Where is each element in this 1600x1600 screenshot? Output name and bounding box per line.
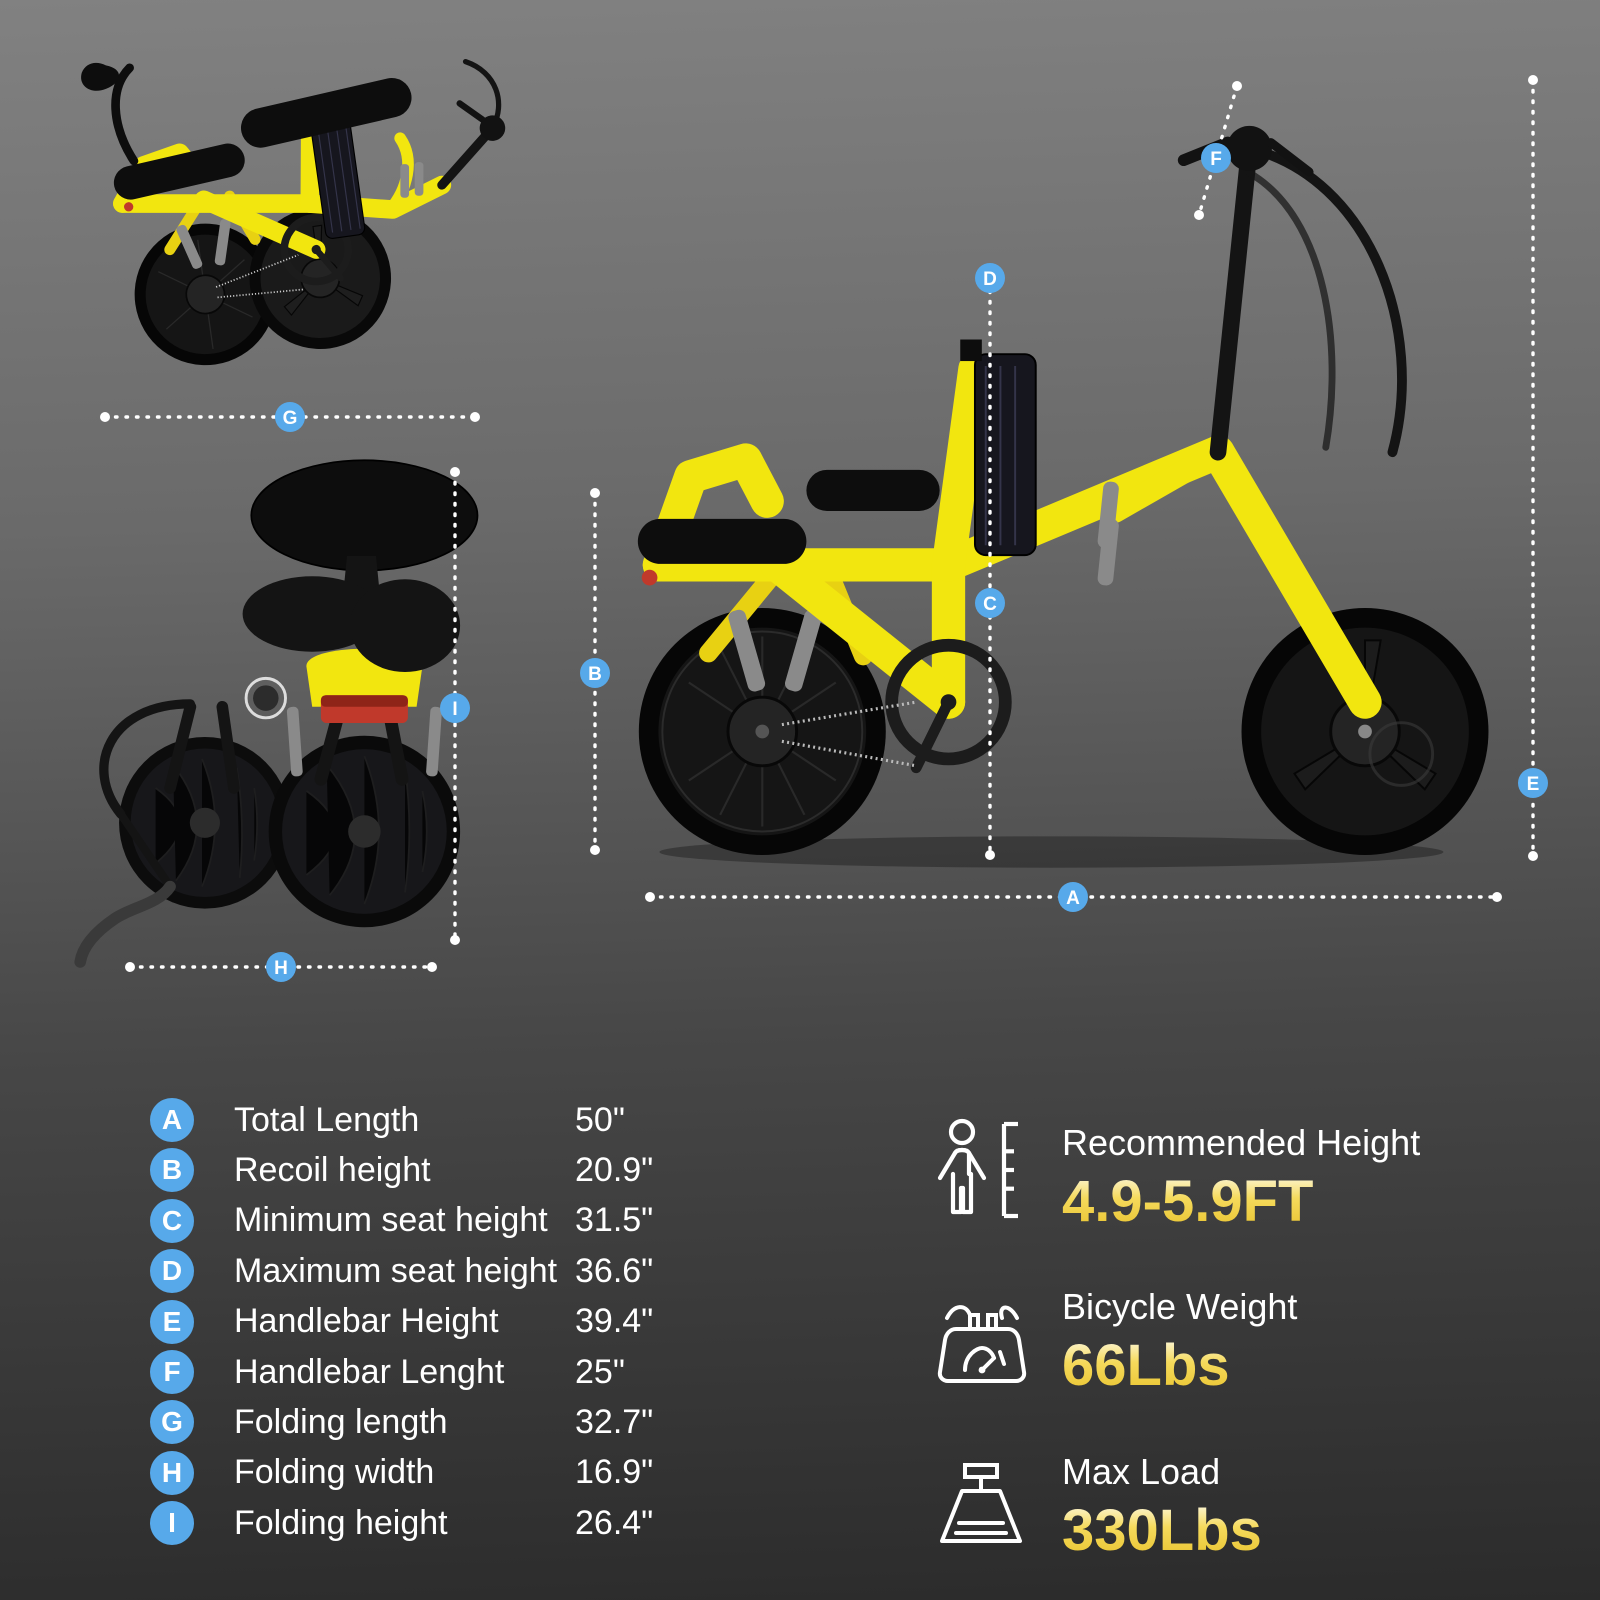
svg-text:F: F xyxy=(1210,149,1222,170)
svg-text:C: C xyxy=(983,594,997,615)
svg-text:A: A xyxy=(1066,888,1080,909)
svg-text:E: E xyxy=(1527,774,1540,795)
svg-text:D: D xyxy=(983,269,997,290)
svg-text:H: H xyxy=(274,958,288,979)
svg-text:I: I xyxy=(452,699,457,720)
svg-text:B: B xyxy=(588,664,602,685)
svg-text:G: G xyxy=(283,408,298,429)
